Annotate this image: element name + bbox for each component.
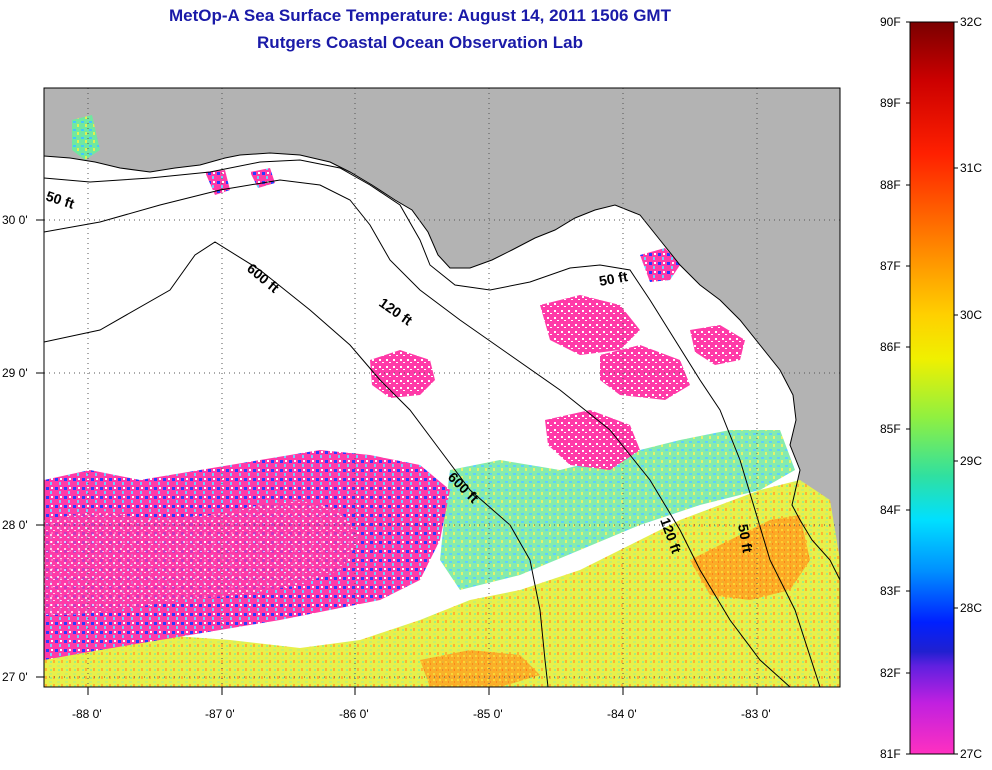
colorbar-f-label: 82F [880,666,901,680]
temperature-colorbar: 90F 89F 88F 87F 86F 85F 84F 83F 82F 81F … [0,0,992,770]
colorbar-f-label: 88F [880,178,901,192]
colorbar-c-label: 31C [960,161,982,175]
colorbar-c-label: 28C [960,601,982,615]
colorbar-f-label: 89F [880,96,901,110]
colorbar-gradient [910,22,954,754]
colorbar-f-label: 90F [880,15,901,29]
colorbar-c-label: 32C [960,15,982,29]
colorbar-f-label: 86F [880,340,901,354]
colorbar-f-label: 83F [880,584,901,598]
colorbar-f-label: 84F [880,503,901,517]
colorbar-c-label: 30C [960,308,982,322]
colorbar-c-label: 27C [960,747,982,761]
colorbar-f-label: 81F [880,747,901,761]
colorbar-f-label: 87F [880,259,901,273]
colorbar-c-label: 29C [960,454,982,468]
colorbar-f-label: 85F [880,422,901,436]
